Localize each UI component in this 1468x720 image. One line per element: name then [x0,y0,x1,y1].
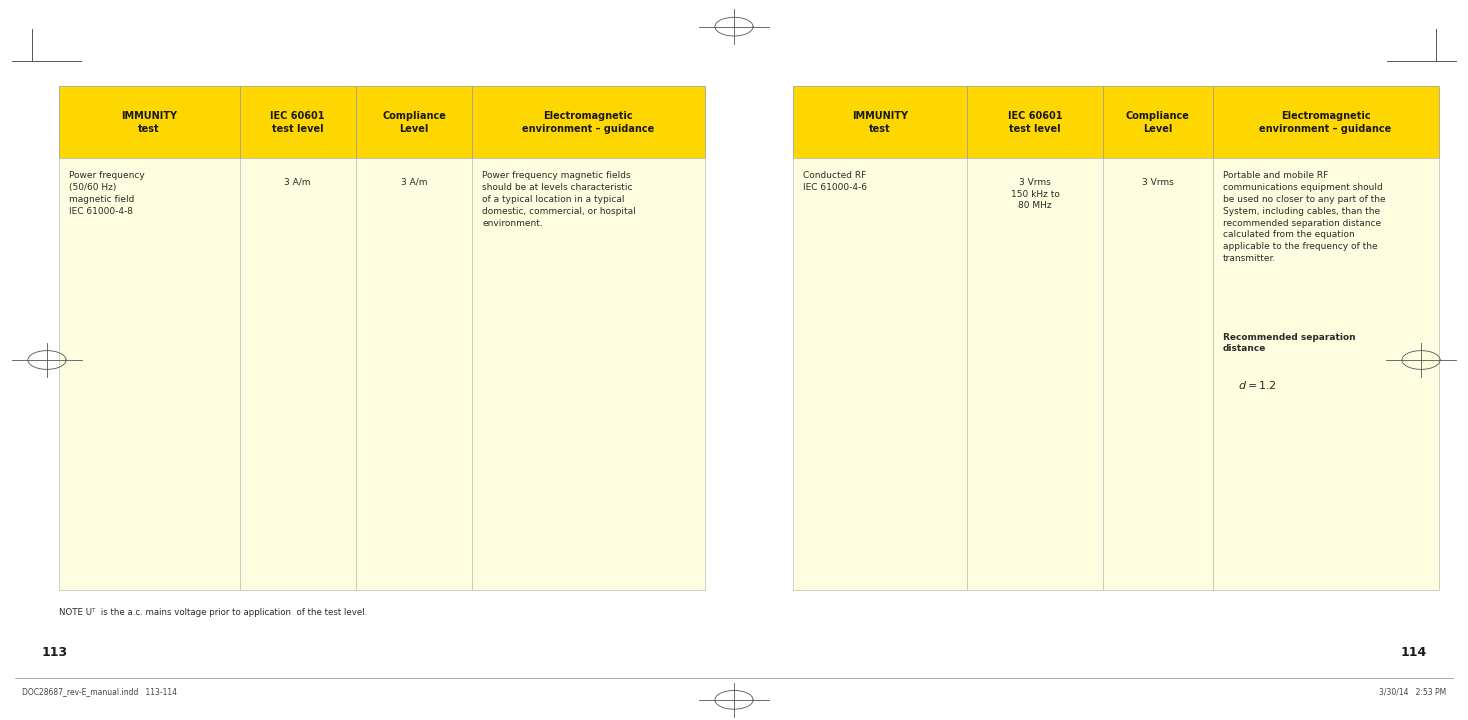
Text: $d = 1.2$: $d = 1.2$ [1238,379,1276,392]
Text: 3 Vrms: 3 Vrms [1142,178,1173,187]
Bar [1213,158,1439,590]
Bar [473,158,705,590]
Bar [59,86,239,158]
Bar [59,158,239,590]
Bar [239,86,355,158]
Bar [967,158,1102,590]
Bar [1213,86,1439,158]
Text: Conducted RF
IEC 61000-4-6: Conducted RF IEC 61000-4-6 [803,171,868,192]
Bar [1102,86,1213,158]
Text: DOC28687_rev-E_manual.indd   113-114: DOC28687_rev-E_manual.indd 113-114 [22,688,178,697]
Bar [239,158,355,590]
Text: IEC 60601
test level: IEC 60601 test level [1007,111,1063,134]
Bar [793,158,967,590]
Text: IEC 60601
test level: IEC 60601 test level [270,111,324,134]
Text: 113: 113 [41,646,68,659]
Bar [355,158,473,590]
Text: NOTE Uᵀ  is the a.c. mains voltage prior to application  of the test level.: NOTE Uᵀ is the a.c. mains voltage prior … [59,608,367,617]
Text: 114: 114 [1400,646,1427,659]
Text: Compliance
Level: Compliance Level [382,111,446,134]
Bar [967,86,1102,158]
Bar [1102,158,1213,590]
Text: Power frequency
(50/60 Hz)
magnetic field
IEC 61000-4-8: Power frequency (50/60 Hz) magnetic fiel… [69,171,145,216]
Text: 3 A/m: 3 A/m [401,178,427,187]
Bar [355,86,473,158]
Text: 3 A/m: 3 A/m [285,178,311,187]
Text: Recommended separation
distance: Recommended separation distance [1223,333,1355,354]
Text: Portable and mobile RF
communications equipment should
be used no closer to any : Portable and mobile RF communications eq… [1223,171,1386,263]
Text: IMMUNITY
test: IMMUNITY test [851,111,907,134]
Text: IMMUNITY
test: IMMUNITY test [122,111,178,134]
Text: Electromagnetic
environment – guidance: Electromagnetic environment – guidance [523,111,655,134]
Text: Power frequency magnetic fields
should be at levels characteristic
of a typical : Power frequency magnetic fields should b… [483,171,636,228]
Text: 3 Vrms
150 kHz to
80 MHz: 3 Vrms 150 kHz to 80 MHz [1010,178,1060,210]
Text: 3/30/14   2:53 PM: 3/30/14 2:53 PM [1378,688,1446,697]
Bar [473,86,705,158]
Text: Compliance
Level: Compliance Level [1126,111,1189,134]
Bar [793,86,967,158]
Text: Electromagnetic
environment – guidance: Electromagnetic environment – guidance [1260,111,1392,134]
